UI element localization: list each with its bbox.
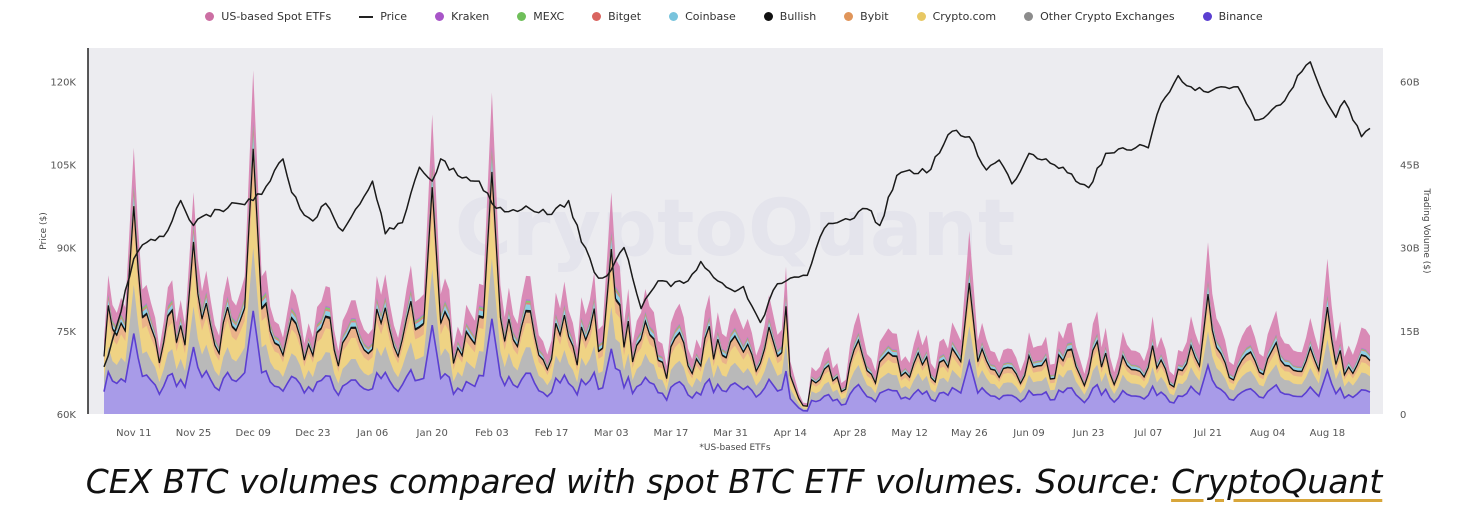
legend-label: Coinbase [685, 10, 736, 23]
legend-swatch [359, 15, 374, 18]
left-tick-label: 60K [57, 410, 77, 421]
legend-swatch [205, 12, 215, 21]
legend-item-bybit[interactable]: Bybit [844, 10, 889, 23]
x-tick-label: Jun 23 [1072, 428, 1105, 439]
x-tick-label: Feb 03 [475, 428, 509, 439]
right-tick-label: 0 [1400, 410, 1406, 421]
x-axis-sublabel: *US-based ETFs [699, 443, 770, 453]
legend-label: US-based Spot ETFs [221, 10, 332, 23]
legend-swatch [1024, 12, 1034, 21]
area-other-crypto-exchanges [104, 247, 1370, 414]
figure-caption: CEX BTC volumes compared with spot BTC E… [0, 462, 1468, 501]
left-axis-ticks: 60K 75K 90K 105K 120K [50, 77, 76, 421]
legend-swatch [1202, 12, 1212, 21]
x-tick-label: Nov 25 [176, 428, 211, 439]
legend-item-bullish[interactable]: Bullish [763, 10, 817, 23]
legend-swatch [669, 12, 679, 21]
legend-item-binance[interactable]: Binance [1202, 10, 1263, 23]
left-tick-label: 75K [57, 327, 77, 338]
watermark: CryptoQuant [455, 184, 1016, 274]
legend-label: Price [380, 10, 408, 23]
right-tick-label: 45B [1400, 160, 1420, 171]
bullish-line [103, 148, 1371, 407]
x-tick-label: Jan 20 [416, 428, 448, 439]
left-tick-label: 90K [57, 244, 77, 255]
x-tick-label: Mar 31 [713, 428, 748, 439]
legend-swatch [916, 12, 926, 21]
x-tick-label: Nov 11 [116, 428, 151, 439]
chart-legend: US-based Spot ETFs Price Kraken MEXC Bitget C… [0, 10, 1468, 23]
area-binance [104, 310, 1370, 414]
x-tick-label: Jul 21 [1193, 428, 1222, 439]
x-tick-label: Dec 23 [295, 428, 330, 439]
volume-areas [103, 70, 1371, 415]
legend-label: MEXC [533, 10, 565, 23]
legend-item-bitget[interactable]: Bitget [592, 10, 641, 23]
x-tick-label: May 26 [951, 428, 988, 439]
legend-item-coinbase[interactable]: Coinbase [669, 10, 736, 23]
legend-swatch [763, 12, 773, 21]
legend-item-us-based-spot-etfs[interactable]: US-based Spot ETFs [205, 10, 331, 23]
binance-outline [103, 310, 1371, 412]
caption-text: CEX BTC volumes compared with spot BTC E… [85, 462, 1172, 501]
legend-item-kraken[interactable]: Kraken [435, 10, 489, 23]
left-tick-label: 105K [50, 160, 76, 171]
legend-label: Crypto.com [932, 10, 997, 23]
legend-swatch [844, 12, 854, 21]
area-crypto-com [104, 181, 1370, 414]
legend-swatch [517, 12, 527, 21]
legend-label: Binance [1218, 10, 1263, 23]
right-axis-ticks: 0 15B 30B 45B 60B [1400, 77, 1420, 421]
legend-swatch [592, 12, 602, 21]
x-tick-label: Jan 06 [356, 428, 388, 439]
x-tick-label: Apr 14 [774, 428, 807, 439]
price-series [103, 61, 1371, 368]
legend-label: Kraken [451, 10, 490, 23]
x-tick-label: Feb 17 [535, 428, 569, 439]
right-tick-label: 15B [1400, 327, 1420, 338]
left-tick-label: 120K [50, 77, 76, 88]
x-tick-label: Aug 18 [1310, 428, 1345, 439]
right-tick-label: 30B [1400, 244, 1420, 255]
x-tick-label: Mar 17 [654, 428, 689, 439]
legend-item-crypto-com[interactable]: Crypto.com [916, 10, 997, 23]
legend-label: Bullish [779, 10, 817, 23]
x-tick-label: Dec 09 [236, 428, 271, 439]
x-tick-label: Mar 03 [594, 428, 629, 439]
legend-item-mexc[interactable]: MEXC [517, 10, 564, 23]
stacked-area-chart: CryptoQuant 60K 75K 90K 105K 120K 0 15B 30B 45B… [39, 48, 1431, 453]
source-link[interactable]: CryptoQuant [1171, 462, 1383, 501]
x-axis-ticks: Nov 11 Nov 25 Dec 09 Dec 23 Jan 06 Jan 20 Feb … [116, 428, 1345, 439]
x-tick-label: Jul 07 [1133, 428, 1162, 439]
x-tick-label: May 12 [891, 428, 928, 439]
legend-item-other-crypto-exchanges[interactable]: Other Crypto Exchanges [1024, 10, 1175, 23]
x-tick-label: Jun 09 [1012, 428, 1045, 439]
price-line [103, 61, 1371, 368]
right-axis-title: Trading Volume ($) [1421, 188, 1431, 274]
legend-label: Bitget [608, 10, 642, 23]
x-tick-label: Aug 04 [1250, 428, 1285, 439]
legend-swatch [435, 12, 445, 21]
legend-label: Bybit [860, 10, 889, 23]
legend-label: Other Crypto Exchanges [1040, 10, 1175, 23]
left-axis-title: Price ($) [39, 212, 49, 250]
x-tick-label: Apr 28 [833, 428, 866, 439]
right-tick-label: 60B [1400, 77, 1420, 88]
legend-item-price[interactable]: Price [359, 10, 407, 23]
